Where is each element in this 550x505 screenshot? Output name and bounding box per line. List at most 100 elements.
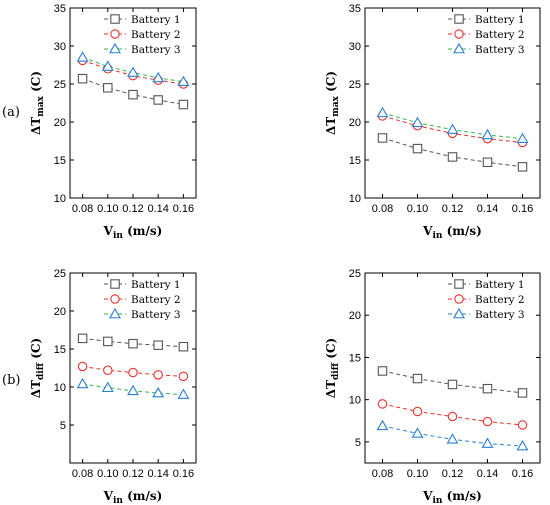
data-point	[481, 437, 494, 448]
legend-marker	[453, 42, 465, 54]
x-axis-label: Vin (m/s)	[103, 489, 163, 505]
data-point	[152, 71, 165, 83]
y-tick-label: 35	[54, 3, 66, 15]
data-point	[128, 338, 138, 349]
legend-marker	[110, 14, 120, 24]
data-point	[127, 66, 139, 77]
data-point	[178, 99, 189, 110]
data-point	[517, 420, 528, 430]
y-tick-label: 10	[349, 395, 361, 407]
legend-marker	[454, 294, 464, 304]
y-tick-label: 25	[54, 268, 66, 280]
x-tick-label: 0.08	[372, 468, 393, 480]
y-axis-label: ΔTdiff (C)	[324, 338, 341, 398]
y-tick-label: 30	[349, 41, 361, 53]
legend-marker	[454, 279, 464, 289]
y-tick-label: 35	[349, 3, 361, 15]
legend-label: Battery 2	[131, 294, 181, 306]
data-point	[103, 83, 113, 93]
data-point	[77, 361, 88, 372]
data-point	[377, 366, 388, 376]
data-point	[152, 386, 165, 398]
y-tick-label: 10	[54, 193, 66, 205]
legend-label: Battery 1	[475, 14, 525, 26]
data-point	[101, 60, 114, 71]
data-point	[412, 143, 423, 154]
data-point	[377, 399, 388, 409]
x-tick-label: 0.16	[512, 468, 533, 480]
data-point	[376, 419, 389, 431]
y-tick-label: 15	[54, 155, 66, 167]
data-point	[517, 162, 528, 172]
legend-marker	[110, 29, 120, 39]
data-point	[446, 123, 459, 134]
legend-marker	[109, 42, 121, 54]
x-tick-label: 0.14	[147, 203, 168, 215]
y-tick-label: 25	[349, 79, 361, 91]
data-point	[482, 416, 493, 427]
data-point	[517, 388, 528, 398]
data-point	[447, 152, 458, 162]
x-tick-label: 0.16	[173, 203, 194, 215]
x-axis-label: Vin (m/s)	[103, 224, 163, 241]
legend-marker	[453, 307, 465, 319]
chart-panel-4: 5 10 15 20 25 0.08 0.10 0.12 0.14 0.16 Vin (m/s) ΔT…	[324, 268, 541, 505]
y-tick-label: 5	[355, 437, 361, 449]
data-point	[446, 433, 459, 444]
data-point	[127, 384, 139, 396]
x-tick-label: 0.08	[72, 203, 93, 215]
legend-label: Battery 3	[475, 309, 525, 321]
legend-label: Battery 1	[475, 279, 525, 291]
data-point	[377, 133, 388, 143]
data-point	[516, 440, 529, 451]
chart-panel-1: 10 15 20 25 30 35 0.08 0.10 0.12 0.14 0.16 Vin (m/s…	[29, 3, 197, 241]
data-point	[153, 340, 163, 350]
y-tick-label: 25	[54, 79, 66, 91]
data-point	[101, 381, 114, 393]
legend-marker	[454, 14, 464, 24]
x-tick-label: 0.10	[97, 468, 118, 480]
x-tick-label: 0.12	[442, 468, 463, 480]
data-point	[447, 379, 458, 390]
x-tick-label: 0.10	[407, 203, 428, 215]
legend-marker	[110, 294, 120, 304]
data-point	[128, 367, 138, 378]
chart-panel-3: 5 10 15 20 25 0.08 0.10 0.12 0.14 0.16 Vin (m/s) ΔT…	[29, 268, 197, 505]
legend-label: Battery 3	[131, 309, 181, 321]
x-axis-label: Vin (m/s)	[422, 224, 482, 241]
legend-label: Battery 2	[475, 294, 525, 306]
data-point	[516, 132, 529, 144]
legend-marker	[110, 279, 120, 289]
y-tick-label: 10	[54, 382, 66, 394]
y-axis-label: ΔTmax (C)	[29, 71, 46, 135]
x-tick-label: 0.12	[442, 203, 463, 215]
x-tick-label: 0.08	[72, 468, 93, 480]
x-tick-label: 0.08	[372, 203, 393, 215]
data-point	[376, 106, 389, 118]
chart-panel-2: 10 15 20 25 30 35 0.08 0.10 0.12 0.14 0.16 Vin (m/s…	[324, 3, 541, 241]
data-point	[103, 365, 113, 376]
y-axis-label: ΔTmax (C)	[324, 71, 341, 135]
data-point	[76, 51, 89, 62]
legend-label: Battery 1	[131, 279, 181, 291]
y-tick-label: 20	[54, 117, 66, 129]
data-point	[411, 427, 424, 438]
data-point	[153, 95, 163, 105]
panel-label-b: (b)	[2, 373, 20, 388]
y-tick-label: 20	[349, 310, 361, 322]
y-tick-label: 15	[349, 352, 361, 364]
data-point	[77, 73, 88, 84]
y-tick-label: 15	[54, 344, 66, 356]
y-tick-label: 10	[349, 193, 361, 205]
data-point	[482, 157, 493, 168]
data-point	[76, 377, 89, 389]
legend-label: Battery 2	[475, 29, 525, 41]
data-point	[128, 89, 138, 100]
y-tick-label: 5	[60, 420, 66, 432]
x-tick-label: 0.14	[477, 468, 498, 480]
data-point	[177, 388, 190, 399]
x-tick-label: 0.16	[173, 468, 194, 480]
legend-label: Battery 2	[131, 29, 181, 41]
panel-label-a: (a)	[2, 105, 20, 120]
x-tick-label: 0.12	[122, 203, 143, 215]
